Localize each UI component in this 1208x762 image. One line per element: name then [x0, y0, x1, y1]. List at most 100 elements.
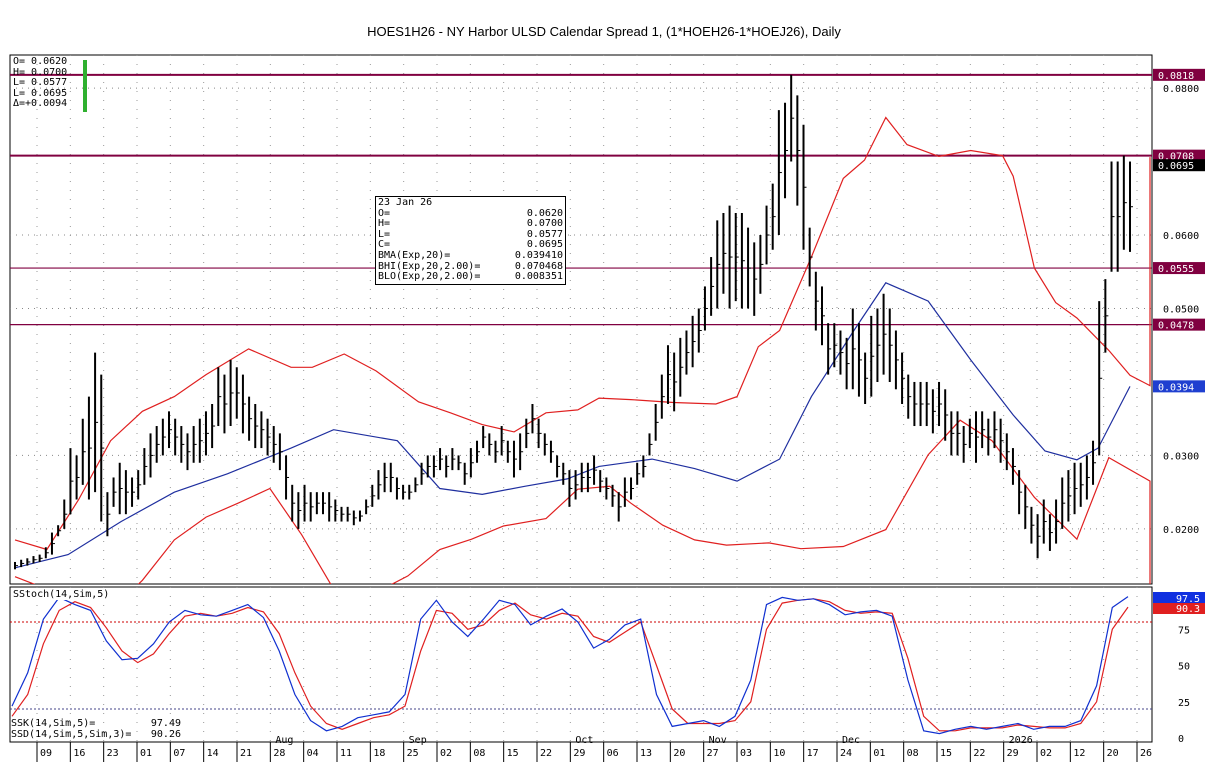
x-tick-label: 08	[473, 748, 485, 759]
x-tick-label: 18	[373, 748, 385, 759]
price-badge-label: 0.0818	[1158, 71, 1194, 82]
x-tick-label: 21	[240, 748, 252, 759]
price-panel-frame	[9, 54, 1153, 585]
price-tick-label: 0.0800	[1163, 84, 1199, 95]
x-tick-label: 22	[540, 748, 552, 759]
tooltip-row: L= 0.0577	[378, 228, 563, 241]
stoch-tick-label: 25	[1178, 698, 1190, 709]
x-tick-label: 03	[740, 748, 752, 759]
price-badge-label: 0.0394	[1158, 382, 1194, 393]
stoch-panel-label: SStoch(14,Sim,5)	[13, 589, 110, 600]
tooltip-row: BMA(Exp,20)= 0.039410	[378, 249, 563, 262]
tooltip-value: 0.039410	[514, 249, 563, 261]
price-badge-label: 0.0555	[1158, 264, 1194, 275]
price-badge	[1153, 68, 1205, 81]
stoch-tick-label: 75	[1178, 625, 1190, 636]
x-tick-label: 09	[40, 748, 52, 759]
stoch-d-badge	[1153, 603, 1205, 614]
tooltip-value: 0.0577	[526, 228, 563, 240]
tooltip-label: BHI(Exp,20,2.00)=	[378, 260, 481, 272]
tooltip-value: 0.0700	[526, 218, 563, 230]
tooltip-value: 0.008351	[514, 271, 563, 283]
price-tick-label: 0.0300	[1163, 451, 1199, 462]
x-tick-label: 01	[140, 748, 152, 759]
price-badge	[1153, 262, 1205, 275]
x-tick-label: 12	[1073, 748, 1085, 759]
change-bar-marker	[83, 60, 87, 112]
price-badge	[1153, 380, 1205, 393]
x-tick-label: 01	[873, 748, 885, 759]
ohlc-delta: Δ=+0.0094	[13, 98, 68, 109]
tooltip-label: C=	[378, 239, 391, 251]
tooltip-row: C= 0.0695	[378, 240, 563, 251]
chart-title: HOES1H26 - NY Harbor ULSD Calendar Sprea…	[367, 24, 841, 39]
month-label: Sep	[409, 735, 427, 746]
month-label: Dec	[842, 735, 860, 746]
upper-band-line	[14, 116, 1151, 551]
tooltip-label: BMA(Exp,20)=	[378, 249, 451, 261]
x-tick-label: 22	[973, 748, 985, 759]
stoch-d-badge-label: 90.3	[1176, 604, 1200, 615]
ohlc-readout: O= 0.0620 H= 0.0700 L= 0.0577 L= 0.0695 Δ=+0…	[13, 56, 68, 110]
x-tick-label: 11	[340, 748, 352, 759]
stoch-tick-label: 50	[1178, 662, 1190, 673]
ssk-line	[11, 596, 1129, 735]
stoch-values: SSK(14,Sim,5)= 97.49 SSD(14,Sim,5,Sim,3)=…	[11, 718, 181, 740]
x-tick-label: 15	[940, 748, 952, 759]
tooltip-row: BHI(Exp,20,2.00)= 0.070468	[378, 260, 563, 273]
price-badge-label: 0.0478	[1158, 321, 1194, 332]
price-badge	[1153, 318, 1205, 331]
x-tick-label: 02	[1040, 748, 1052, 759]
tooltip-label: O=	[378, 207, 391, 219]
data-tooltip: 23 Jan 26 O= 0.0620 H= 0.0700 L= 0.0577 C= 0…	[375, 196, 566, 285]
tooltip-date: 23 Jan 26	[378, 197, 433, 208]
month-label: Aug	[275, 735, 293, 746]
x-tick-label: 20	[1107, 748, 1119, 759]
tooltip-row: O= 0.0620	[378, 207, 563, 220]
x-tick-label: 27	[707, 748, 719, 759]
x-tick-label: 02	[440, 748, 452, 759]
x-tick-label: 04	[307, 748, 319, 759]
month-label: Oct	[575, 735, 593, 746]
price-badge	[1153, 159, 1205, 172]
tooltip-label: H=	[378, 218, 391, 230]
stoch-k-badge-label: 97.5	[1176, 594, 1200, 605]
x-tick-label: 23	[107, 748, 119, 759]
price-badge-label: 0.0708	[1158, 152, 1194, 163]
x-tick-label: 29	[573, 748, 585, 759]
month-label: Nov	[709, 735, 727, 746]
stoch-panel-frame	[9, 586, 1153, 743]
ssd-value: 90.26	[150, 728, 181, 740]
x-tick-label: 15	[507, 748, 519, 759]
ssd-line	[11, 598, 1129, 732]
tooltip-value: 0.0620	[526, 207, 563, 219]
x-tick-label: 20	[673, 748, 685, 759]
price-tick-label: 0.0200	[1163, 525, 1199, 536]
stoch-tick-label: 0	[1178, 734, 1184, 745]
price-badge	[1153, 149, 1205, 162]
ssd-label: SSD(14,Sim,5,Sim,3)=	[11, 728, 132, 740]
x-tick-label: 14	[207, 748, 219, 759]
x-tick-label: 26	[1140, 748, 1152, 759]
x-tick-label: 25	[407, 748, 419, 759]
x-tick-label: 06	[607, 748, 619, 759]
ssk-row: SSK(14,Sim,5)= 97.49	[11, 718, 181, 730]
tooltip-label: BLO(Exp,20,2.00)=	[378, 271, 481, 283]
bma-line	[14, 282, 1131, 569]
x-tick-label: 08	[907, 748, 919, 759]
ohlc-close: L= 0.0695	[13, 87, 68, 99]
price-badge-label: 0.0695	[1158, 161, 1194, 172]
ssk-label: SSK(14,Sim,5)=	[11, 718, 96, 729]
price-tick-label: 0.0500	[1163, 304, 1199, 315]
x-tick-label: 13	[640, 748, 652, 759]
x-tick-label: 17	[807, 748, 819, 759]
stoch-k-badge	[1153, 592, 1205, 604]
x-tick-label: 28	[273, 748, 285, 759]
x-tick-label: 24	[840, 748, 852, 759]
tooltip-value: 0.070468	[514, 260, 563, 272]
tooltip-label: L=	[378, 228, 391, 240]
tooltip-value: 0.0695	[526, 239, 563, 251]
price-tick-label: 0.0600	[1163, 231, 1199, 242]
x-tick-label: 16	[73, 748, 85, 759]
